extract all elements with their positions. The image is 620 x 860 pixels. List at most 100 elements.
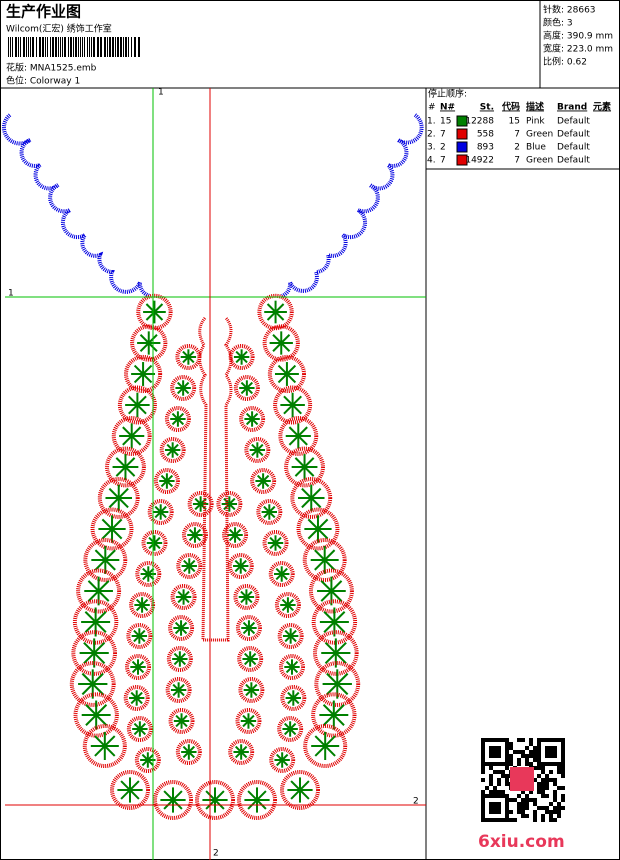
- green-fill: [85, 704, 97, 716]
- qr-module: [505, 742, 509, 746]
- red-ring: [233, 375, 260, 401]
- qr-module: [489, 790, 493, 794]
- green-fill: [129, 780, 140, 791]
- green-fill: [180, 621, 188, 629]
- green-fill: [256, 799, 267, 810]
- green-fill: [94, 621, 107, 633]
- green-fill: [326, 683, 338, 696]
- bar: [84, 37, 85, 57]
- qr-module: [545, 762, 549, 766]
- green-fill: [307, 528, 319, 540]
- qr-module: [481, 810, 485, 814]
- qr-module: [481, 790, 485, 794]
- qr-module: [501, 770, 505, 774]
- qr-module: [541, 818, 545, 822]
- qr-module: [489, 738, 493, 742]
- green-fill: [93, 652, 106, 665]
- qr-module: [553, 738, 557, 742]
- guide-label: 1: [158, 88, 164, 98]
- red-ring: [170, 375, 197, 401]
- qr-module: [557, 810, 561, 814]
- row-index: 2.: [427, 130, 436, 140]
- bar: [28, 37, 29, 57]
- qr-module: [541, 790, 545, 794]
- green-fill: [85, 714, 97, 726]
- green-fill: [92, 672, 104, 685]
- bar: [15, 37, 17, 57]
- green-fill: [101, 518, 113, 530]
- qr-module: [525, 802, 529, 806]
- green-fill: [314, 549, 326, 561]
- green-fill: [283, 395, 294, 406]
- qr-module: [549, 802, 553, 806]
- red-ring: [312, 630, 359, 676]
- green-fill: [205, 799, 216, 810]
- green-fill: [266, 303, 277, 313]
- qr-module: [505, 758, 509, 762]
- green-fill: [324, 652, 337, 665]
- bar: [120, 37, 122, 57]
- qr-module: [493, 754, 497, 758]
- qr-module: [545, 750, 549, 754]
- qr-module: [521, 754, 525, 758]
- green-fill: [159, 505, 167, 513]
- qr-module: [505, 810, 509, 814]
- red-ring: [97, 477, 140, 519]
- watermark: 6xiu.com: [478, 832, 565, 852]
- red-ring: [235, 708, 262, 734]
- red-ring: [147, 499, 174, 525]
- bar: [75, 37, 77, 57]
- qr-module: [505, 766, 509, 770]
- color-swatch: [456, 128, 468, 140]
- qr-module: [553, 782, 557, 786]
- bar: [64, 37, 66, 57]
- red-ring: [195, 780, 235, 820]
- green-fill: [323, 621, 336, 633]
- red-ring: [136, 293, 173, 331]
- green-fill: [104, 559, 116, 571]
- green-fill: [97, 590, 110, 602]
- green-fill: [135, 691, 143, 699]
- green-fill: [274, 303, 285, 313]
- row-index: 3.: [427, 143, 436, 153]
- qr-module: [533, 766, 537, 770]
- qr-module: [553, 778, 557, 782]
- qr-module: [561, 766, 565, 770]
- qr-module: [521, 790, 525, 794]
- green-fill: [314, 745, 326, 757]
- green-fill: [95, 704, 108, 716]
- column-header: #: [428, 103, 436, 113]
- green-fill: [83, 652, 95, 665]
- qr-module: [549, 778, 553, 782]
- bar: [20, 37, 21, 57]
- red-ring: [235, 615, 262, 641]
- green-fill: [139, 334, 150, 344]
- green-fill: [87, 580, 100, 592]
- red-ring: [314, 661, 361, 707]
- qr-module: [537, 742, 541, 746]
- qr-module: [525, 746, 529, 750]
- barcode: [8, 37, 140, 57]
- red-ring: [278, 416, 319, 456]
- qr-module: [497, 790, 501, 794]
- bar: [52, 37, 54, 57]
- qr-module: [525, 806, 529, 810]
- red-ring: [296, 507, 340, 551]
- green-fill: [182, 590, 190, 598]
- green-fill: [111, 528, 123, 540]
- qr-module: [481, 770, 485, 774]
- green-fill: [283, 404, 294, 415]
- qr-module: [481, 742, 485, 746]
- green-fill: [94, 559, 107, 571]
- bar: [73, 37, 74, 57]
- qr-module: [489, 774, 493, 778]
- qr-module: [489, 750, 493, 754]
- red-ring: [216, 491, 243, 517]
- green-fill: [288, 426, 299, 437]
- green-fill: [108, 497, 120, 509]
- qr-module: [533, 818, 537, 822]
- bar: [23, 37, 25, 57]
- qr-module: [517, 762, 521, 766]
- green-fill: [288, 435, 299, 446]
- qr-module: [553, 818, 557, 822]
